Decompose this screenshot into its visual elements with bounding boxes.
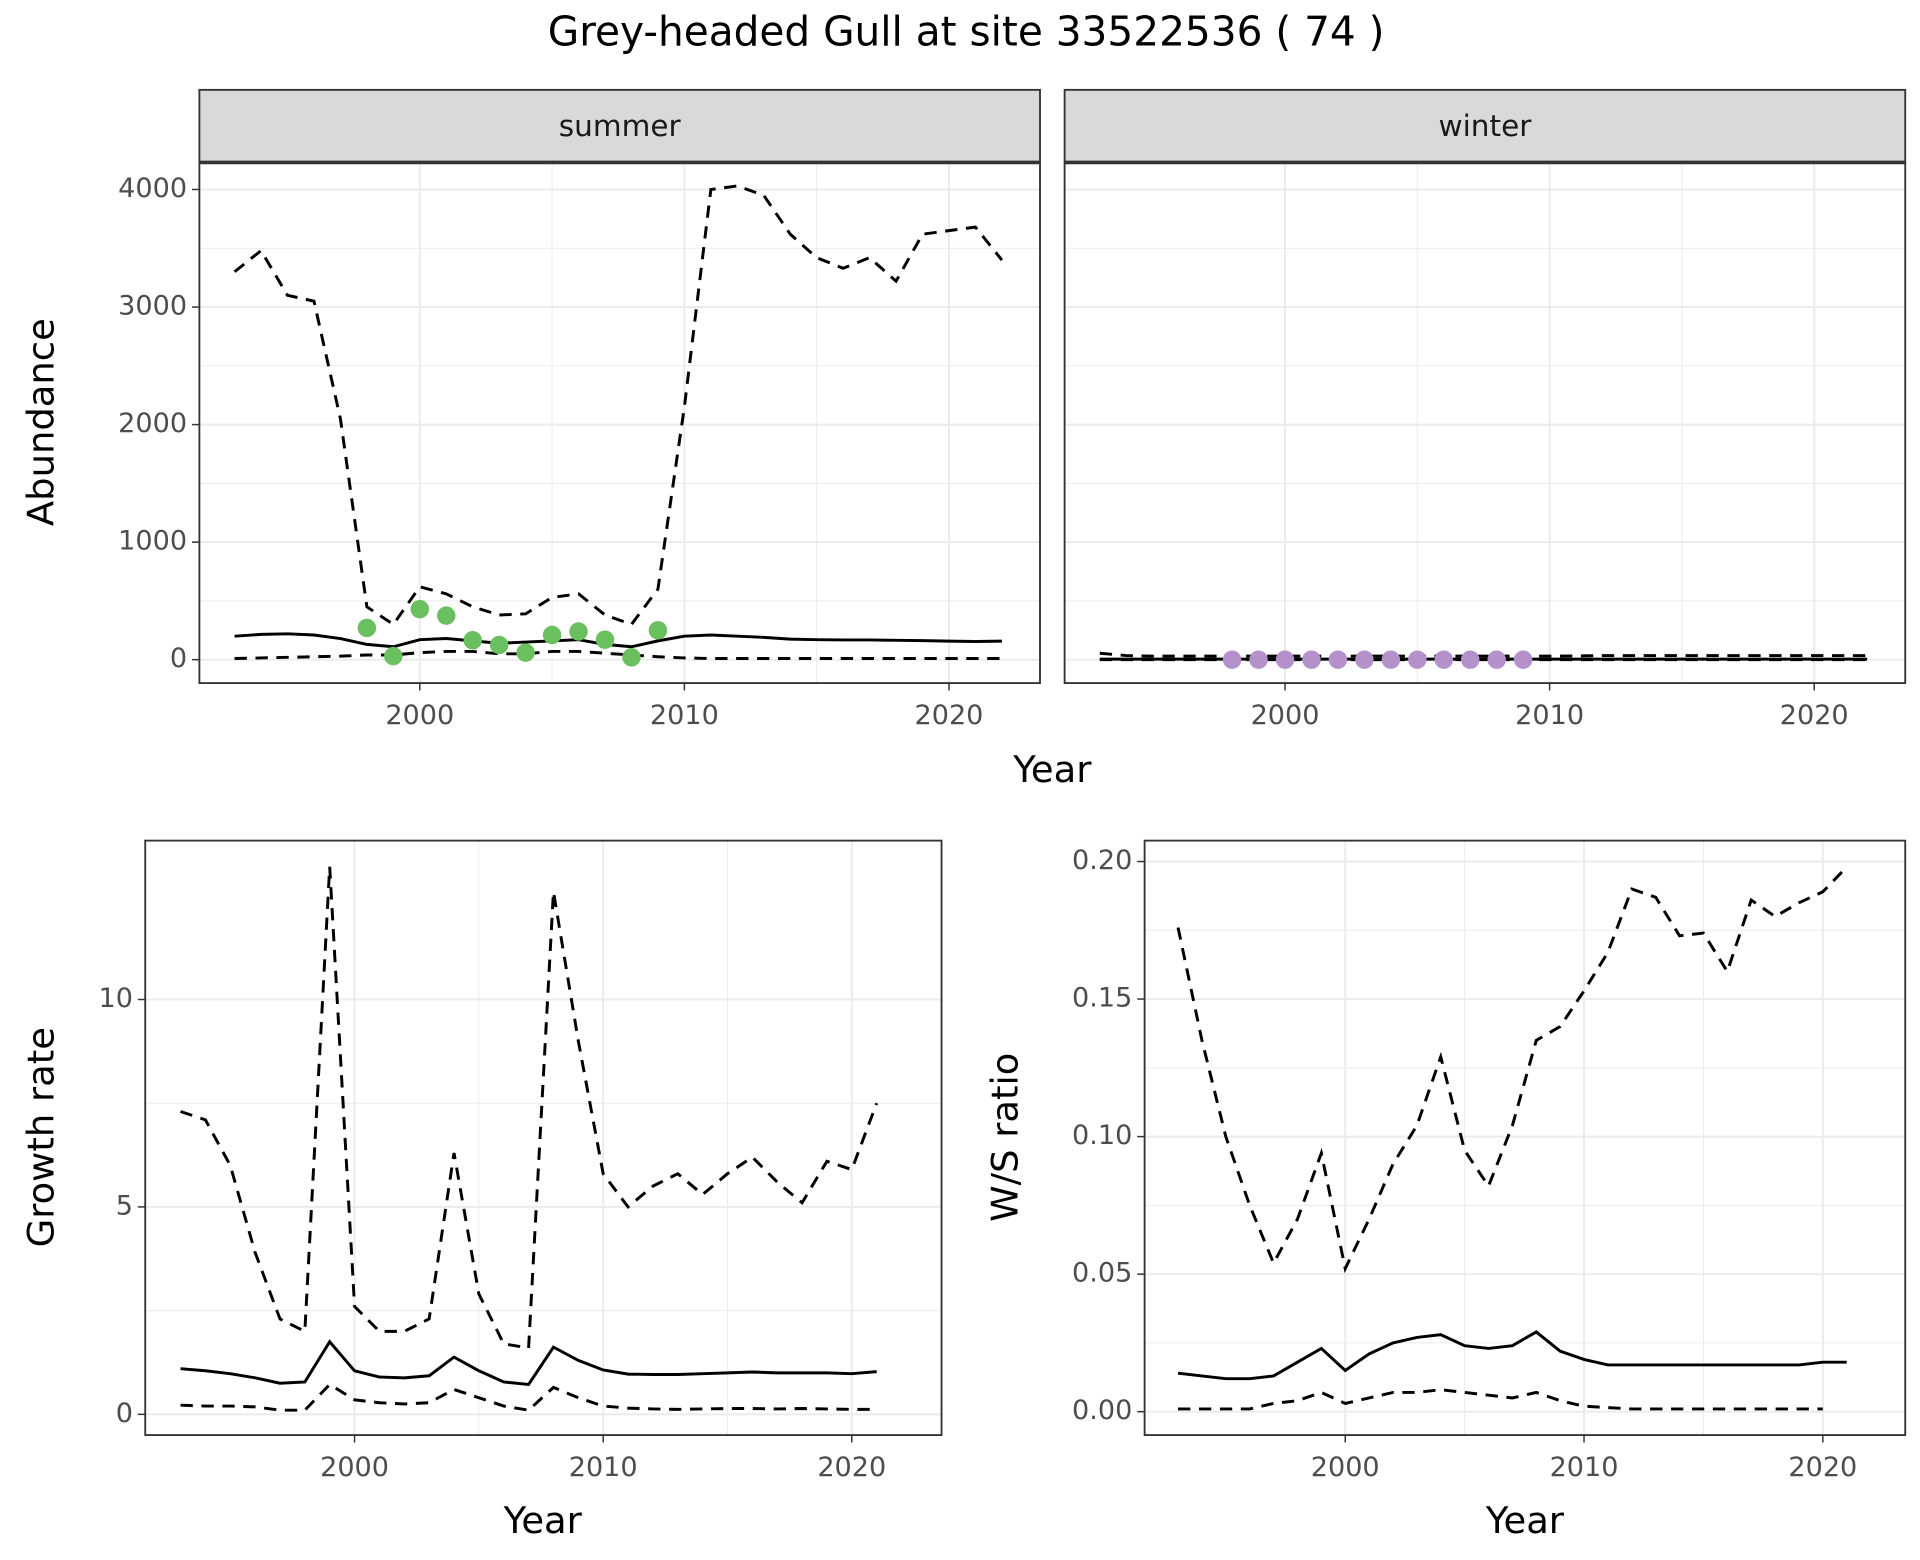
y-tick-label: 0.10 — [1072, 1120, 1132, 1151]
panel-background — [199, 162, 1040, 684]
facet-label: summer — [559, 109, 682, 143]
interval-line — [180, 866, 879, 1350]
data-point — [1249, 650, 1268, 669]
x-tick-label: 2000 — [320, 1452, 389, 1483]
y-axis-title: Growth rate — [20, 1027, 63, 1247]
data-point — [357, 618, 377, 638]
interval-line — [234, 649, 1002, 660]
x-tick-label: 2010 — [650, 700, 719, 731]
x-tick-label: 2000 — [1251, 700, 1320, 731]
figure-title: Grey-headed Gull at site 33522536 ( 74 ) — [548, 7, 1385, 55]
y-axis-title: Abundance — [20, 318, 63, 526]
data-point — [463, 631, 482, 650]
data-point — [516, 643, 535, 662]
mean-line — [1177, 1330, 1847, 1381]
y-tick-label: 0.15 — [1072, 983, 1132, 1014]
interval-line — [1176, 866, 1848, 1274]
data-point — [648, 621, 668, 640]
data-point — [1302, 650, 1321, 669]
x-axis-title: Year — [1485, 1499, 1565, 1542]
interval-line — [1178, 1388, 1823, 1411]
panel-background — [145, 840, 942, 1436]
y-tick-label: 1000 — [118, 526, 187, 557]
x-axis-title: Year — [1012, 748, 1092, 791]
x-axis-title: Year — [503, 1499, 583, 1542]
x-tick-label: 2010 — [569, 1452, 638, 1483]
data-point — [1487, 650, 1506, 669]
y-axis-title: W/S ratio — [983, 1053, 1026, 1222]
data-point — [1381, 650, 1401, 669]
data-point — [1328, 650, 1348, 669]
panel-border — [1143, 839, 1907, 1436]
y-tick-label: 0 — [170, 643, 187, 674]
panel-border — [144, 839, 943, 1436]
data-point — [437, 606, 456, 625]
data-point — [384, 646, 403, 666]
y-tick-label: 0.00 — [1072, 1395, 1132, 1426]
x-tick-label: 2020 — [915, 700, 984, 731]
y-tick-label: 0 — [116, 1398, 133, 1429]
y-tick-label: 10 — [98, 983, 132, 1014]
y-tick-label: 2000 — [118, 408, 187, 439]
data-point — [595, 630, 615, 649]
y-tick-label: 4000 — [118, 173, 187, 204]
data-point — [1222, 650, 1242, 669]
x-tick-label: 2000 — [1311, 1452, 1380, 1483]
interval-line — [180, 1382, 877, 1412]
data-point — [542, 625, 562, 645]
x-tick-label: 2020 — [1780, 700, 1849, 731]
x-tick-label: 2020 — [817, 1452, 886, 1483]
facet-label: winter — [1438, 109, 1532, 143]
x-tick-label: 2010 — [1550, 1452, 1619, 1483]
x-tick-label: 2000 — [385, 700, 454, 731]
data-point — [1275, 650, 1295, 669]
x-tick-label: 2020 — [1788, 1452, 1857, 1483]
panel-background — [1064, 162, 1906, 684]
y-tick-label: 5 — [116, 1190, 133, 1221]
y-tick-label: 0.05 — [1072, 1258, 1132, 1289]
data-point — [1434, 650, 1454, 669]
data-point — [410, 599, 430, 619]
data-point — [1355, 650, 1374, 669]
y-tick-label: 0.20 — [1072, 845, 1132, 876]
facet-strip — [1063, 88, 1907, 164]
x-tick-label: 2010 — [1515, 700, 1584, 731]
panel-background — [1144, 840, 1906, 1436]
y-tick-label: 3000 — [118, 291, 187, 322]
facet-strip — [198, 88, 1041, 164]
data-point — [569, 622, 588, 641]
data-point — [1461, 650, 1480, 669]
data-point — [489, 635, 509, 655]
data-point — [622, 648, 641, 667]
data-point — [1513, 650, 1533, 669]
data-point — [1408, 650, 1427, 669]
interval-line — [233, 184, 1004, 627]
mean-line — [180, 1339, 877, 1387]
mean-line — [234, 632, 1002, 649]
